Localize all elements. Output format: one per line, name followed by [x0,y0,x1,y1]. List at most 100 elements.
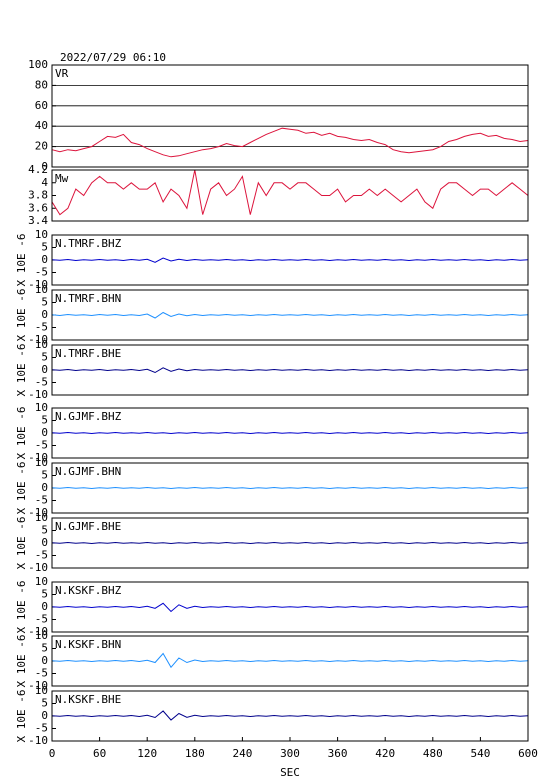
y-tick-label: 10 [35,338,48,351]
y-tick-label: -10 [28,734,48,747]
y-tick-label: 3.8 [28,189,48,202]
y-tick-label: 5 [41,588,48,601]
panel-frame [51,289,529,341]
panel-frame [51,407,529,459]
trace [51,367,529,374]
x-tick-label: 180 [185,747,205,760]
y-tick-label: -5 [35,494,48,507]
panel-label: N.GJMF.BHN [55,465,121,478]
y-tick-label: 10 [35,456,48,469]
x-tick-label: 480 [423,747,443,760]
y-tick-label: -5 [35,376,48,389]
y-axis-label: X 10E -6 [15,462,28,515]
trace [51,541,529,545]
y-axis-label: X 10E -6 [15,344,28,397]
y-tick-label: -10 [28,561,48,574]
trace [51,311,529,319]
y-tick-label: 0 [41,654,48,667]
y-tick-label: -10 [28,333,48,346]
x-tick-label: 360 [328,747,348,760]
y-tick-label: 3.4 [28,214,48,227]
panel-label: N.TMRF.BHE [55,347,121,360]
x-tick-label: 240 [232,747,252,760]
trace [51,127,529,158]
panel-label: N.KSKF.BHE [55,693,121,706]
y-axis-label: X 10E -6 [15,690,28,743]
y-axis-label: X 10E -6 [15,517,28,570]
y-axis-label: X 10E -6 [15,635,28,688]
panel-label: N.KSKF.BHZ [55,584,122,597]
y-tick-label: 10 [35,629,48,642]
y-axis-label: X 10E -6 [15,407,28,460]
y-tick-label: 20 [35,140,48,153]
x-tick-label: 420 [375,747,395,760]
y-tick-label: 3.6 [28,201,48,214]
y-tick-label: 0 [41,481,48,494]
y-tick-label: 0 [41,160,48,173]
x-tick-label: 540 [470,747,490,760]
chart-title: 2022/07/29 06:10 [60,51,166,64]
y-tick-label: 10 [35,283,48,296]
panel-frame [51,234,529,286]
panel-frame [51,581,529,633]
panel-frame [51,517,529,569]
y-tick-label: 4 [41,176,48,189]
panel-frame [51,344,529,396]
y-tick-label: -5 [35,439,48,452]
y-tick-label: 5 [41,697,48,710]
y-tick-label: -10 [28,388,48,401]
panel-frame [51,462,529,514]
y-tick-label: 5 [41,469,48,482]
y-tick-label: 0 [41,709,48,722]
y-tick-label: 10 [35,684,48,697]
panel-frame [51,169,529,222]
y-tick-label: 5 [41,241,48,254]
y-tick-label: -5 [35,667,48,680]
x-tick-label: 120 [137,747,157,760]
y-tick-label: 100 [28,58,48,71]
y-tick-label: -10 [28,451,48,464]
y-tick-label: -5 [35,549,48,562]
y-tick-label: 5 [41,296,48,309]
panel-label: N.TMRF.BHZ [55,237,122,250]
y-tick-label: 5 [41,414,48,427]
y-tick-label: 10 [35,401,48,414]
x-tick-label: 0 [49,747,56,760]
x-axis-label: SEC [280,766,300,779]
y-tick-label: 4.2 [28,163,48,176]
y-tick-label: 10 [35,575,48,588]
y-tick-label: -5 [35,321,48,334]
y-tick-label: -5 [35,613,48,626]
panel-label: N.TMRF.BHN [55,292,121,305]
panel-frame [51,635,529,687]
trace [51,169,529,216]
y-tick-label: 40 [35,119,48,132]
y-tick-label: -5 [35,266,48,279]
y-tick-label: 10 [35,228,48,241]
panel-frame [51,64,529,168]
y-tick-label: 0 [41,308,48,321]
panel-label: N.KSKF.BHN [55,638,121,651]
panel-label: N.GJMF.BHZ [55,410,122,423]
x-tick-label: 600 [518,747,538,760]
panel-label: VR [55,67,69,80]
y-tick-label: 60 [35,99,48,112]
x-tick-label: 300 [280,747,300,760]
y-tick-label: 0 [41,253,48,266]
panel-label: N.GJMF.BHE [55,520,121,533]
trace [51,486,529,490]
y-tick-label: 80 [35,78,48,91]
y-tick-label: 10 [35,511,48,524]
y-tick-label: -10 [28,625,48,638]
trace [51,710,529,721]
y-axis-label: X 10E -6 [15,234,28,287]
y-tick-label: -10 [28,679,48,692]
y-axis-label: X 10E -6 [15,289,28,342]
y-tick-label: 5 [41,642,48,655]
y-tick-label: -10 [28,278,48,291]
y-tick-label: 0 [41,536,48,549]
y-tick-label: 0 [41,363,48,376]
y-tick-label: 5 [41,351,48,364]
